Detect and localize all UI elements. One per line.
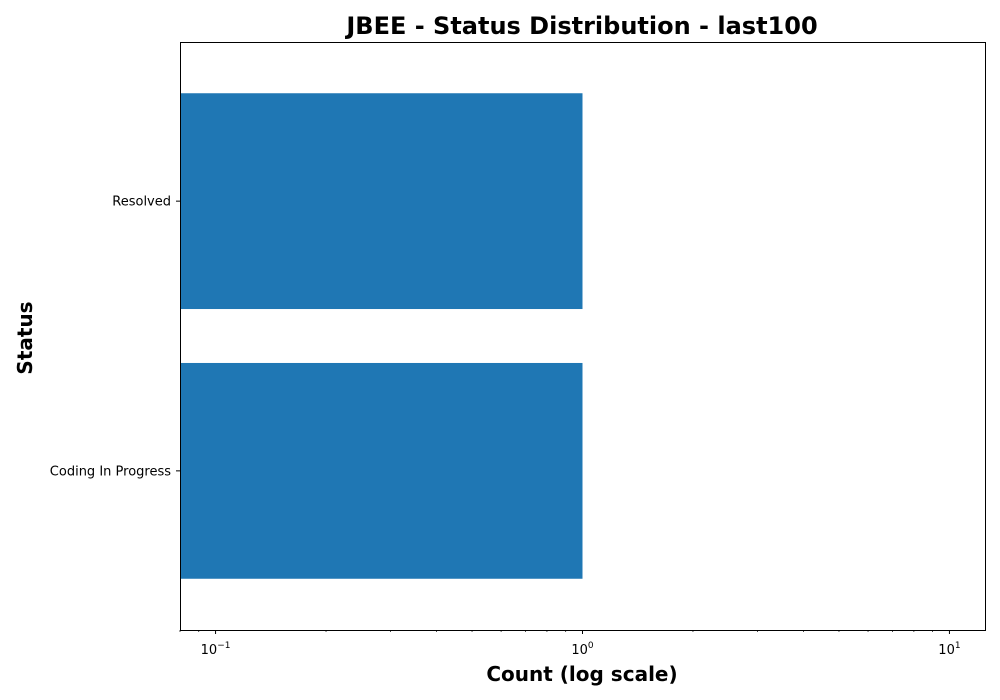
chart-title: JBEE - Status Distribution - last100 <box>344 12 817 40</box>
x-ticks-group: 10−1 100 101 <box>179 630 961 658</box>
y-axis-label: Status <box>13 301 37 374</box>
bar-resolved <box>180 93 583 310</box>
bar-coding-in-progress <box>180 362 583 579</box>
x-tick-label: 100 <box>571 641 594 658</box>
y-ticks-group: Resolved Coding In Progress <box>50 195 180 479</box>
y-tick-label: Resolved <box>112 195 171 210</box>
x-axis-label: Count (log scale) <box>486 662 677 686</box>
y-tick-label: Coding In Progress <box>50 464 171 479</box>
x-tick-label: 10−1 <box>201 641 231 658</box>
x-tick-label: 101 <box>938 641 960 658</box>
bars-group <box>180 93 583 579</box>
